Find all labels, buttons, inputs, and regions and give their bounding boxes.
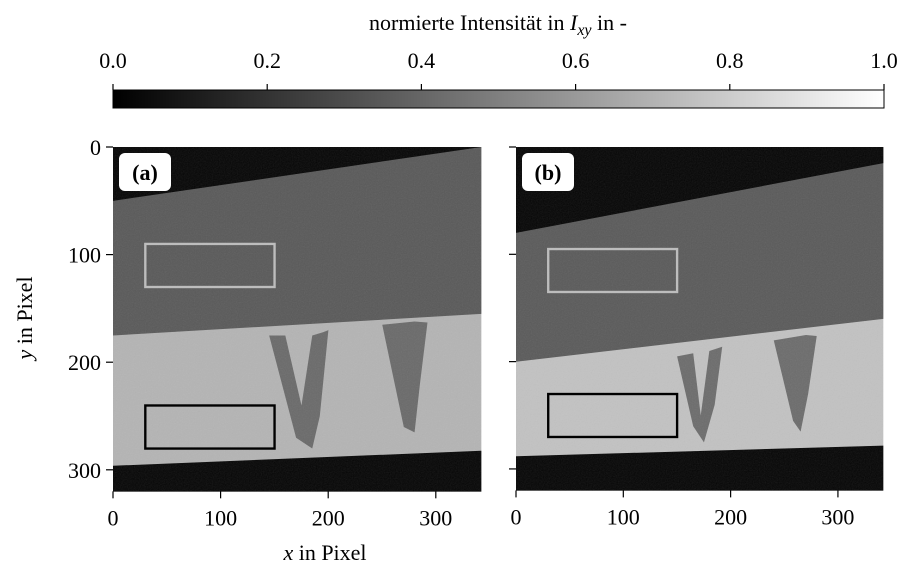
x-tick-label: 100: [204, 505, 237, 530]
colorbar-tick-label: 0.8: [716, 48, 744, 73]
colorbar-tick-label: 0.4: [408, 48, 436, 73]
colorbar-tick-label: 0.6: [562, 48, 590, 73]
y-axis-label: y in Pixel: [12, 276, 37, 361]
image-a: [113, 147, 482, 492]
y-tick-label: 100: [68, 243, 101, 268]
x-tick-label: 0: [511, 504, 522, 529]
colorbar: [112, 89, 885, 109]
y-tick-label: 300: [68, 458, 101, 483]
colorbar-tick-label: 1.0: [870, 48, 898, 73]
panel-label-box: [522, 153, 574, 191]
y-tick-label: 200: [68, 350, 101, 375]
x-tick-label: 200: [312, 505, 345, 530]
panel-label: (b): [535, 160, 562, 185]
x-tick-label: 300: [419, 505, 452, 530]
panel-label-box: [119, 153, 171, 191]
y-tick-label: 0: [90, 135, 101, 160]
x-axis-label: x in Pixel: [282, 540, 366, 565]
colorbar-tick-label: 0.2: [253, 48, 281, 73]
x-tick-label: 200: [714, 504, 747, 529]
panel-label: (a): [132, 160, 158, 185]
x-tick-label: 0: [108, 505, 119, 530]
x-tick-label: 300: [821, 504, 854, 529]
x-tick-label: 100: [607, 504, 640, 529]
colorbar-label: normierte Intensität in Ixy in -: [369, 10, 627, 40]
image-b: [516, 147, 884, 491]
colorbar-tick-label: 0.0: [99, 48, 127, 73]
